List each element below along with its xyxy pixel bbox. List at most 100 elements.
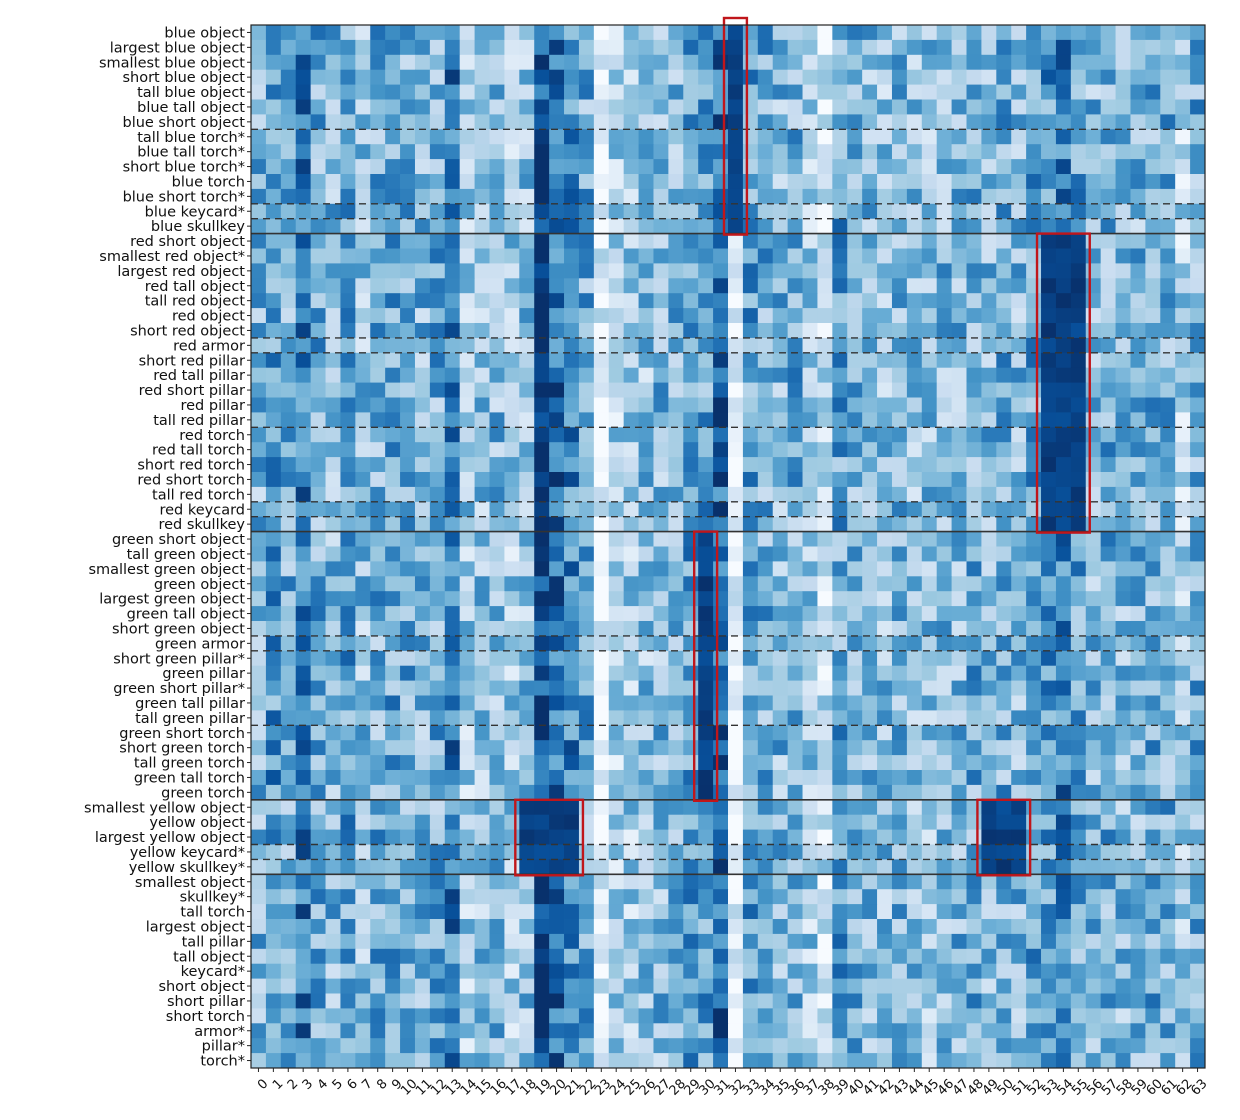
heatmap-cell [1085,889,1102,905]
heatmap-cell [653,114,669,130]
heatmap-cell [728,963,744,979]
heatmap-cell [817,814,833,830]
heatmap-cell [593,710,610,726]
heatmap-cell [1041,248,1057,264]
heatmap-cell [474,695,490,711]
heatmap-cell [1145,635,1161,652]
heatmap-cell [668,621,684,637]
heatmap-cell [877,546,893,562]
heatmap-cell [265,725,282,741]
heatmap-cell [906,69,923,85]
heatmap-cell [996,978,1012,994]
heatmap-cell [862,278,878,294]
heatmap-cell [534,561,550,577]
heatmap-cell [310,591,326,607]
heatmap-cell [280,680,297,696]
heatmap-cell [385,442,401,458]
heatmap-cell [534,978,550,994]
heatmap-cell [1160,546,1176,562]
heatmap-cell [474,412,490,428]
heatmap-cell [728,501,744,518]
heatmap-cell [638,39,654,56]
heatmap-cell [1085,54,1102,71]
heatmap-cell [325,293,341,309]
heatmap-cell [638,382,654,398]
heatmap-cell [593,874,610,890]
heatmap-cell [862,978,878,994]
heatmap-cell [1130,784,1146,801]
heatmap-cell [802,919,818,935]
heatmap-cell [638,904,654,920]
heatmap-cell [1085,99,1102,115]
heatmap-cell [1041,919,1057,935]
heatmap-cell [295,784,312,801]
heatmap-cell [1026,457,1042,473]
heatmap-cell [921,1023,938,1039]
heatmap-cell [355,740,371,756]
heatmap-cell [504,1053,520,1069]
heatmap-cell [668,159,684,175]
heatmap-cell [623,457,639,473]
heatmap-cell [757,367,774,383]
heatmap-cell [1190,829,1206,845]
heatmap-cell [713,114,729,130]
heatmap-cell [429,725,446,741]
heatmap-cell [310,814,326,830]
heatmap-cell [385,963,401,979]
heatmap-cell [549,203,565,220]
heatmap-cell [355,889,371,905]
heatmap-cell [653,248,669,264]
heatmap-cell [325,501,341,518]
heatmap-cell [742,770,759,786]
heatmap-cell [295,933,312,950]
row-label: green torch [161,785,245,801]
heatmap-cell [891,337,908,354]
heatmap-cell [981,740,997,756]
heatmap-cell [370,412,386,428]
heatmap-cell [638,1038,654,1054]
heatmap-cell [713,1038,729,1054]
heatmap-cell [251,1008,267,1024]
heatmap-cell [295,755,312,771]
heatmap-cell [921,904,938,920]
heatmap-cell [578,442,595,458]
heatmap-cell [728,218,744,234]
heatmap-cell [1190,99,1206,115]
heatmap-cell [638,457,654,473]
row-label: short green object [112,621,245,637]
heatmap-cell [906,829,923,845]
heatmap-cell [578,25,595,41]
heatmap-cell [295,144,312,160]
heatmap-cell [310,174,326,190]
heatmap-cell [1190,725,1206,741]
heatmap-cell [1130,963,1146,979]
heatmap-cell [1055,665,1072,681]
heatmap-cell [996,546,1012,562]
heatmap-cell [966,725,982,741]
heatmap-cell [1026,382,1042,398]
heatmap-cell [265,472,282,488]
heatmap-cell [310,740,326,756]
heatmap-cell [638,367,654,383]
heatmap-cell [414,442,431,458]
heatmap-cell [400,1023,416,1039]
heatmap-cell [728,1023,744,1039]
heatmap-cell [906,1053,923,1069]
heatmap-cell [996,1038,1012,1054]
heatmap-cell [877,99,893,115]
heatmap-cell [414,129,431,145]
heatmap-cell [951,844,967,860]
heatmap-cell [295,1023,312,1039]
heatmap-cell [817,39,833,56]
heatmap-cell [1190,442,1206,458]
heatmap-cell [847,99,863,115]
heatmap-cell [668,770,684,786]
heatmap-cell [862,665,878,681]
heatmap-cell [504,799,520,816]
heatmap-cell [1070,144,1087,160]
heatmap-cell [847,144,863,160]
heatmap-cell [742,650,759,667]
heatmap-cell [653,770,669,786]
heatmap-cell [444,1008,461,1024]
heatmap-cell [996,784,1012,801]
